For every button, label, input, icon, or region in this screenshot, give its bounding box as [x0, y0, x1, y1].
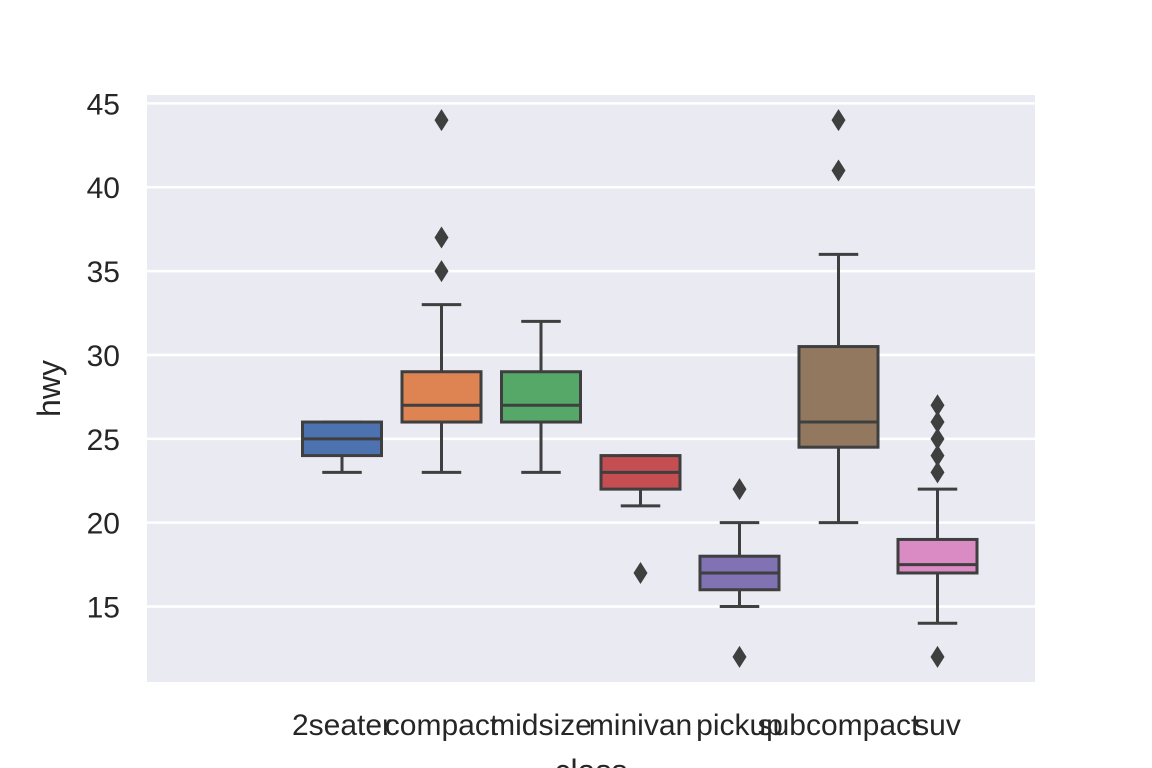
y-axis-ticks: 15 20 25 30 35 40 45	[87, 88, 120, 624]
y-tick-label: 45	[87, 88, 120, 121]
x-tick-label: subcompact	[758, 709, 920, 742]
outlier-point	[732, 645, 747, 668]
box-pickup	[698, 478, 781, 668]
outlier-point	[930, 645, 945, 668]
box-iqr	[797, 345, 880, 449]
plot-area	[147, 95, 1035, 682]
outlier-point	[930, 444, 945, 467]
x-tick-label: compact	[385, 709, 499, 742]
x-tick-label: midsize	[490, 709, 592, 742]
y-tick-label: 25	[87, 424, 120, 457]
outlier-point	[434, 260, 449, 283]
outlier-point	[930, 411, 945, 434]
box-series	[301, 109, 979, 668]
grid-lines	[147, 102, 1035, 608]
box-iqr	[896, 537, 979, 575]
x-axis-label: class	[555, 753, 628, 768]
outlier-point	[434, 226, 449, 249]
outlier-point	[930, 427, 945, 450]
outlier-point	[831, 159, 846, 182]
x-tick-label: minivan	[589, 709, 692, 742]
box-suv	[896, 394, 979, 668]
box-compact	[400, 109, 483, 474]
outlier-point	[732, 478, 747, 501]
box-midsize	[500, 319, 582, 474]
y-tick-label: 40	[87, 172, 120, 205]
outlier-point	[434, 109, 449, 132]
box-iqr	[500, 370, 582, 424]
y-tick-label: 15	[87, 592, 120, 625]
outlier-point	[930, 394, 945, 417]
outlier-point	[633, 561, 648, 584]
x-tick-label: suv	[914, 709, 961, 742]
box-minivan	[599, 454, 682, 584]
outlier-point	[930, 461, 945, 484]
outlier-point	[831, 109, 846, 132]
y-axis-label: hwy	[31, 360, 67, 417]
x-tick-label: 2seater	[292, 709, 392, 742]
x-tick-label: pickup	[696, 709, 783, 742]
y-tick-label: 20	[87, 508, 120, 541]
box-iqr	[400, 370, 483, 424]
box-2seater	[301, 420, 383, 474]
y-tick-label: 30	[87, 340, 120, 373]
box-subcompact	[797, 109, 880, 525]
y-tick-label: 35	[87, 256, 120, 289]
